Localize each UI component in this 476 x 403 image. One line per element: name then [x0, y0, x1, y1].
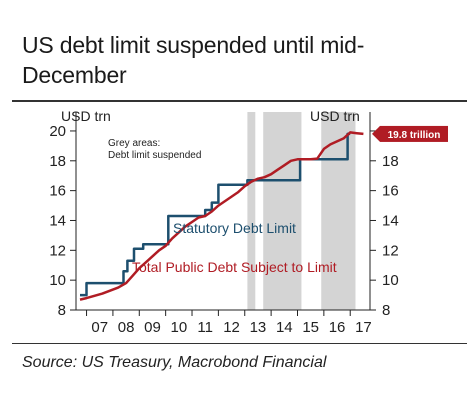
x-tick-label: 13	[250, 319, 267, 336]
chart: 8 10 12 14 16 18 20 8 10 12 14 16 18 20 07 08 09 10 11 12…	[49, 108, 448, 336]
x-ticks: 07 08 09 10 11 12 13 14 15 16 17	[86, 310, 372, 336]
callout-label: 19.8 trillion	[388, 130, 441, 141]
x-tick-label: 10	[170, 319, 187, 336]
shaded-period-2	[321, 112, 356, 310]
left-y-ticks: 8 10 12 14 16 18 20	[49, 123, 76, 319]
y-tick-label-right: 16	[382, 183, 399, 200]
shaded-periods	[247, 112, 356, 310]
y-tick-label-left: 18	[49, 153, 66, 170]
y-tick-label-left: 14	[49, 212, 66, 229]
series-label-statutory: Statutory Debt Limit	[173, 220, 296, 236]
y-tick-label-left: 10	[49, 272, 66, 289]
callout-pointer	[372, 125, 380, 142]
annotation-note: Grey areas: Debt limit suspended	[108, 138, 201, 161]
x-tick-label: 11	[197, 319, 213, 336]
page-title: US debt limit suspended until mid-Decemb…	[22, 32, 365, 88]
x-tick-label: 09	[144, 319, 161, 336]
x-tick-label: 14	[276, 319, 293, 336]
series-label-total: Total Public Debt Subject to Limit	[132, 259, 337, 275]
x-tick-label: 15	[302, 319, 319, 336]
bottom-rule	[12, 343, 467, 344]
line-statutory-debt-limit	[80, 132, 351, 297]
y-tick-label-right: 14	[382, 212, 399, 229]
y-tick-label-left: 12	[49, 242, 66, 259]
callout-box	[380, 125, 448, 142]
y-tick-label-left: 16	[49, 183, 66, 200]
x-tick-label: 08	[118, 319, 135, 336]
source-note: Source: US Treasury, Macrobond Financial	[22, 354, 327, 371]
x-tick-label: 07	[91, 319, 108, 336]
series-lines	[79, 131, 364, 301]
line-total-public-debt	[79, 131, 364, 301]
x-tick-label: 16	[329, 319, 346, 336]
value-callout: 19.8 trillion	[372, 125, 448, 142]
shaded-period-0	[247, 112, 256, 310]
axes	[75, 112, 371, 311]
x-tick-label: 12	[223, 319, 240, 336]
y-tick-label-right: 8	[382, 302, 390, 319]
top-rule	[12, 100, 467, 102]
unit-label-left: USD trn	[61, 108, 111, 124]
y-tick-label-right: 12	[382, 242, 399, 259]
unit-label-right: USD trn	[310, 108, 360, 124]
y-tick-label-right: 18	[382, 153, 399, 170]
y-tick-label-left: 8	[58, 302, 66, 319]
y-tick-label-right: 10	[382, 272, 399, 289]
y-tick-label-left: 20	[49, 123, 66, 140]
shaded-period-1	[263, 112, 302, 310]
x-tick-label: 17	[355, 319, 372, 336]
